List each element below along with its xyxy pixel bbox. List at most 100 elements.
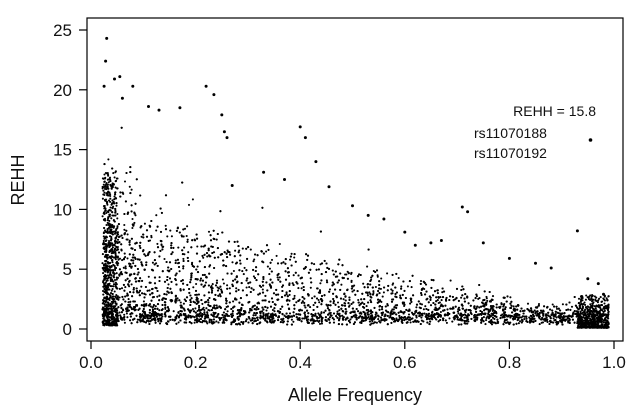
data-point xyxy=(266,315,269,318)
data-point xyxy=(221,313,224,316)
data-point xyxy=(467,314,470,317)
data-point xyxy=(358,273,361,276)
data-point xyxy=(433,316,437,319)
data-point xyxy=(248,300,251,303)
data-point xyxy=(284,258,287,261)
data-point xyxy=(117,223,120,226)
data-point xyxy=(132,300,135,303)
data-point xyxy=(137,271,140,274)
data-point xyxy=(163,257,166,261)
data-point xyxy=(135,314,138,317)
data-point xyxy=(473,313,476,316)
data-point xyxy=(179,289,182,292)
data-point xyxy=(457,299,460,302)
data-point xyxy=(201,254,204,257)
data-point xyxy=(369,295,372,298)
data-point xyxy=(190,246,193,249)
data-point xyxy=(105,279,108,282)
data-point xyxy=(130,306,133,309)
data-point xyxy=(425,298,428,301)
data-point xyxy=(254,319,257,322)
data-point xyxy=(187,251,190,254)
data-point xyxy=(178,231,181,234)
data-point xyxy=(190,276,193,279)
data-point xyxy=(356,290,359,293)
data-point xyxy=(560,312,563,316)
data-point xyxy=(151,306,154,309)
data-point xyxy=(332,302,335,305)
data-point xyxy=(250,319,254,322)
data-point xyxy=(314,314,317,317)
data-point xyxy=(215,238,218,241)
data-point xyxy=(151,296,154,299)
data-point xyxy=(321,316,324,319)
data-point xyxy=(105,269,108,272)
data-point xyxy=(381,295,384,298)
data-point xyxy=(247,282,250,285)
data-point xyxy=(241,270,244,273)
data-point xyxy=(222,318,225,321)
data-point xyxy=(253,276,257,280)
data-point xyxy=(400,285,403,288)
data-point xyxy=(549,315,552,318)
data-point xyxy=(210,318,213,321)
data-point xyxy=(299,313,302,316)
data-point xyxy=(131,295,134,298)
data-point xyxy=(172,246,175,249)
data-point xyxy=(533,309,536,312)
data-point xyxy=(506,295,509,298)
data-point xyxy=(257,307,260,311)
data-point xyxy=(357,298,360,302)
data-point xyxy=(117,258,120,261)
data-point xyxy=(294,271,297,274)
data-point xyxy=(557,315,560,318)
data-point xyxy=(568,301,571,304)
data-point xyxy=(419,282,422,285)
data-point xyxy=(399,297,403,300)
data-point xyxy=(306,319,309,322)
data-point xyxy=(239,323,242,326)
data-point xyxy=(265,250,268,253)
data-point xyxy=(343,302,346,305)
data-point xyxy=(164,194,168,197)
data-point xyxy=(480,310,484,314)
data-point xyxy=(368,291,371,294)
data-point xyxy=(222,316,225,319)
data-point xyxy=(307,312,310,315)
data-point xyxy=(408,316,411,319)
data-point xyxy=(289,258,292,261)
data-point xyxy=(205,320,208,323)
data-point xyxy=(203,320,206,323)
data-point xyxy=(382,291,385,294)
data-point xyxy=(150,299,153,302)
data-point xyxy=(242,309,245,313)
data-point xyxy=(400,287,403,290)
data-point xyxy=(318,291,322,294)
data-point xyxy=(292,314,295,317)
data-point xyxy=(139,313,142,316)
data-point xyxy=(216,289,220,292)
data-point xyxy=(166,235,169,238)
data-point xyxy=(286,303,289,306)
data-point xyxy=(392,282,395,285)
data-point xyxy=(357,310,360,313)
data-point xyxy=(495,303,498,306)
data-point xyxy=(457,312,460,315)
data-point xyxy=(365,305,368,308)
data-point xyxy=(123,212,126,216)
data-point xyxy=(191,198,194,201)
data-point xyxy=(195,298,198,301)
data-point xyxy=(306,321,309,324)
data-point xyxy=(343,292,346,295)
data-point xyxy=(399,310,402,313)
data-point xyxy=(439,310,442,314)
data-point xyxy=(509,321,512,324)
data-point xyxy=(127,283,130,286)
data-point xyxy=(147,239,150,242)
data-point xyxy=(238,301,241,304)
data-point xyxy=(538,312,541,315)
data-point xyxy=(348,321,352,324)
data-point xyxy=(222,282,225,285)
data-point xyxy=(212,237,215,240)
data-point xyxy=(258,322,261,325)
